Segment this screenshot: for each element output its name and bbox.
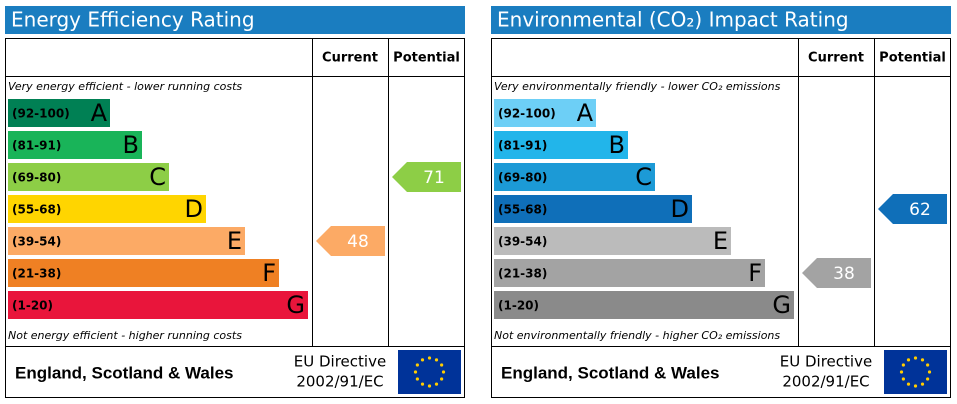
- title: Environmental (CO₂) Impact Rating: [497, 8, 849, 32]
- band-range: (1-20): [498, 299, 539, 313]
- band: [494, 163, 655, 191]
- band-range: (39-54): [498, 235, 547, 249]
- eu-star: [906, 382, 911, 386]
- eu-star: [441, 370, 446, 374]
- band-letter: G: [772, 291, 791, 319]
- eu-star: [427, 384, 432, 388]
- column-header: Current: [808, 51, 864, 66]
- band-range: (92-100): [498, 107, 556, 121]
- band-range: (39-54): [12, 235, 61, 249]
- band-range: (1-20): [12, 299, 53, 313]
- band-letter: C: [635, 163, 652, 191]
- band-letter: B: [123, 131, 139, 159]
- band-range: (69-80): [12, 171, 61, 185]
- eu-star: [913, 356, 918, 360]
- band-letter: F: [262, 259, 276, 287]
- band-letter: G: [286, 291, 305, 319]
- band-range: (55-68): [498, 203, 547, 217]
- band: [494, 259, 765, 287]
- top-note: Very environmentally friendly - lower CO…: [494, 80, 781, 93]
- eu-star: [920, 358, 925, 362]
- band-letter: E: [227, 227, 242, 255]
- eu-star: [413, 370, 418, 374]
- top-note: Very energy efficient - lower running co…: [8, 80, 242, 93]
- band-letter: A: [91, 99, 108, 127]
- eu-star: [434, 358, 439, 362]
- band: [8, 227, 245, 255]
- rating-arrow: [802, 258, 871, 288]
- band: [494, 195, 692, 223]
- eu-star: [906, 358, 911, 362]
- rating-value: 62: [909, 200, 931, 220]
- band: [494, 227, 731, 255]
- region: England, Scotland & Wales: [15, 363, 234, 382]
- column-header: Potential: [879, 51, 946, 66]
- eu-star: [420, 382, 425, 386]
- eu-star: [901, 363, 905, 367]
- title-bar: [491, 6, 951, 34]
- band: [8, 259, 279, 287]
- region: England, Scotland & Wales: [501, 363, 720, 382]
- band: [494, 99, 596, 127]
- band-letter: C: [149, 163, 166, 191]
- band-range: (21-38): [12, 267, 61, 281]
- band: [8, 99, 110, 127]
- column-header: Potential: [393, 51, 460, 66]
- band-range: (69-80): [498, 171, 547, 185]
- band: [8, 131, 142, 159]
- band-letter: B: [609, 131, 625, 159]
- eu-star: [420, 358, 425, 362]
- directive: EU Directive: [294, 353, 386, 371]
- eu-star: [440, 363, 444, 367]
- band-range: (21-38): [498, 267, 547, 281]
- eu-star: [899, 370, 904, 374]
- eu-star: [415, 377, 419, 381]
- band-letter: E: [713, 227, 728, 255]
- eu-star: [926, 377, 930, 381]
- rating-arrow: [316, 226, 385, 256]
- band-letter: F: [748, 259, 762, 287]
- eu-star: [440, 377, 444, 381]
- band: [8, 195, 206, 223]
- eu-star: [434, 382, 439, 386]
- eu-star: [427, 356, 432, 360]
- band: [8, 291, 308, 319]
- rating-arrow: [392, 162, 461, 192]
- band-letter: D: [671, 195, 689, 223]
- column-header: Current: [322, 51, 378, 66]
- eu-star: [901, 377, 905, 381]
- band-letter: D: [185, 195, 203, 223]
- eu-star: [415, 363, 419, 367]
- rating-arrow: [878, 194, 947, 224]
- rating-value: 48: [347, 232, 369, 252]
- eu-star: [927, 370, 932, 374]
- rating-value: 38: [833, 264, 855, 284]
- band: [494, 291, 794, 319]
- eu-star: [913, 384, 918, 388]
- frame: [5, 38, 465, 398]
- band: [494, 131, 628, 159]
- band-letter: A: [577, 99, 594, 127]
- band-range: (55-68): [12, 203, 61, 217]
- rating-value: 71: [423, 168, 445, 188]
- band-range: (81-91): [498, 139, 547, 153]
- directive: EU Directive: [780, 353, 872, 371]
- band-range: (81-91): [12, 139, 61, 153]
- band-range: (92-100): [12, 107, 70, 121]
- frame: [491, 38, 951, 398]
- band: [8, 163, 169, 191]
- eu-star: [920, 382, 925, 386]
- directive: 2002/91/EC: [782, 373, 869, 391]
- title-bar: [5, 6, 465, 34]
- title: Energy Efficiency Rating: [11, 8, 255, 32]
- eu-star: [926, 363, 930, 367]
- bottom-note: Not energy efficient - higher running co…: [8, 329, 242, 342]
- directive: 2002/91/EC: [296, 373, 383, 391]
- bottom-note: Not environmentally friendly - higher CO…: [494, 329, 780, 342]
